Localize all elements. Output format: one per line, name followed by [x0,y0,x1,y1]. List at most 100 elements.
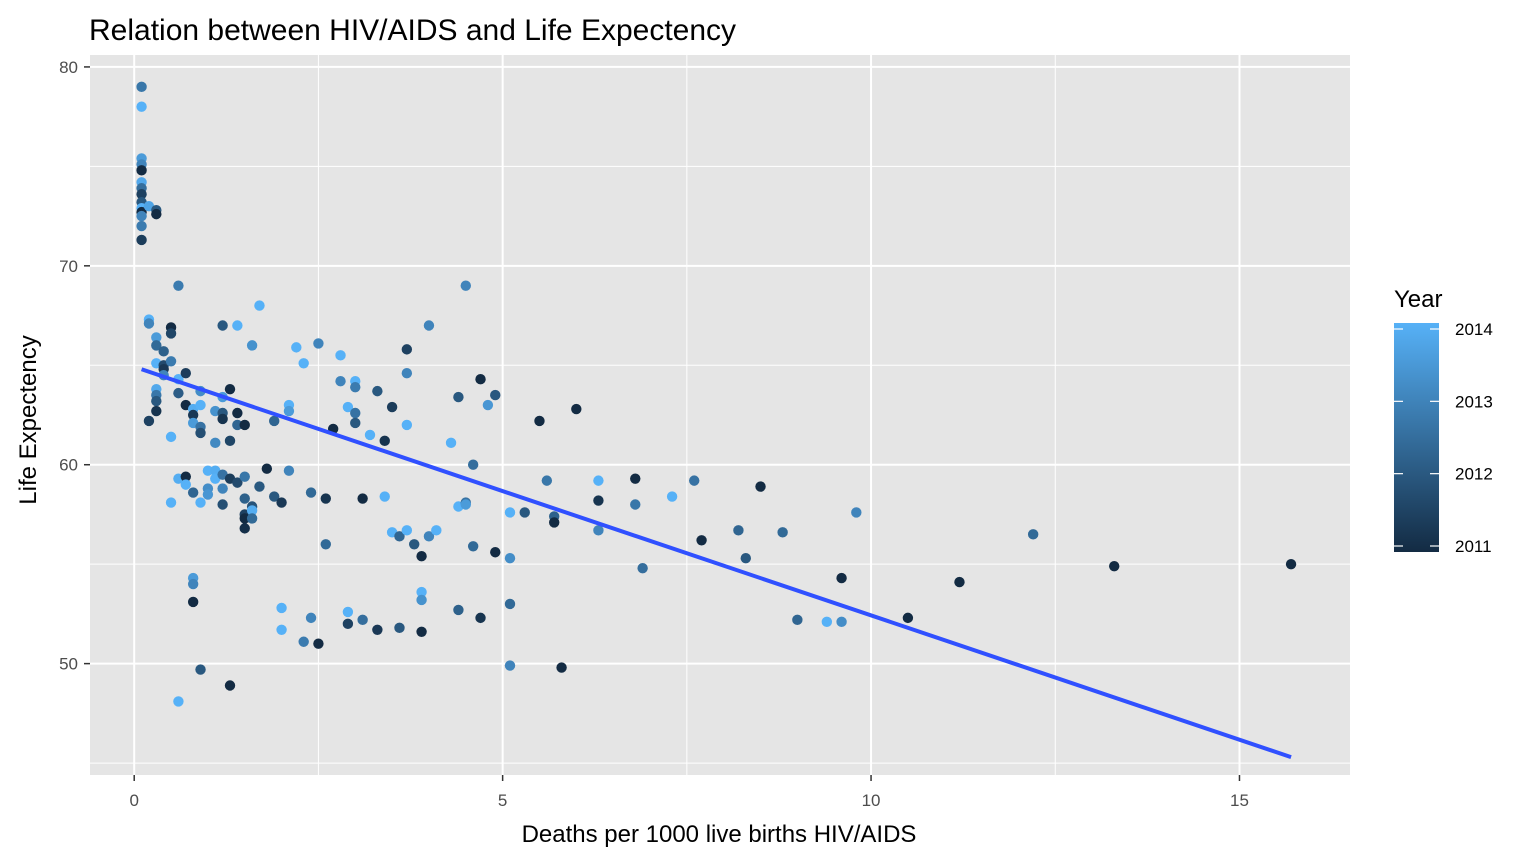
data-point [232,419,243,431]
data-point [792,614,803,626]
data-point [423,320,435,331]
x-axis: 0 5 10 15 [129,775,1249,810]
data-point [423,531,435,542]
data-point [696,535,707,546]
data-point [460,280,471,291]
data-point [173,696,184,707]
data-point [475,612,486,624]
data-point [630,499,641,510]
data-point [187,596,199,608]
y-axis: 50 60 70 80 [59,58,90,674]
legend-label: 2012 [1455,465,1493,484]
data-point [733,525,744,536]
legend-label: 2014 [1455,320,1493,339]
data-point [165,431,177,443]
data-point [1109,560,1120,572]
legend-colorbar [1394,323,1439,552]
data-point [836,572,847,584]
data-point [210,437,221,449]
data-point [777,527,788,538]
data-point [195,399,206,411]
data-point [379,435,390,447]
data-point [571,403,582,415]
data-point [291,342,302,353]
x-axis-title: Deaths per 1000 live births HIV/AIDS [522,821,917,848]
data-point [482,399,494,411]
data-point [217,320,228,331]
data-point [254,300,265,311]
data-point [364,429,376,441]
data-point [283,405,295,417]
data-point [165,497,177,508]
data-point [276,602,287,614]
data-point [335,350,346,361]
data-point [416,551,427,562]
data-point [394,531,405,542]
data-point [239,419,250,431]
data-point [158,346,169,357]
data-point [755,481,766,492]
data-point [902,612,914,624]
data-point [836,616,847,628]
y-tick-label: 50 [59,655,78,674]
data-point [401,419,413,431]
data-point [342,606,354,618]
data-point [386,401,398,413]
data-point [467,459,479,470]
data-point [151,405,162,417]
data-point [549,517,560,528]
data-point [151,395,162,407]
legend-label: 2013 [1455,392,1493,411]
data-point [851,507,862,518]
data-point [305,612,317,624]
y-axis-title: Life Expectency [15,335,42,504]
data-point [246,340,258,351]
data-point [195,664,206,675]
data-point [490,547,501,558]
data-point [504,598,516,610]
data-point [261,463,273,474]
data-point [335,375,346,387]
data-point [136,210,147,222]
data-point [350,417,361,429]
data-point [593,495,604,506]
data-point [232,320,243,331]
data-point [541,475,553,486]
data-point [490,389,501,401]
data-point [151,340,162,351]
y-tick-label: 80 [59,58,78,77]
data-point [460,499,471,510]
data-point [173,280,184,291]
data-point [1285,558,1297,570]
data-point [151,208,162,220]
data-point [180,368,191,379]
data-point [313,638,324,649]
data-point [232,407,243,419]
data-point [593,475,604,486]
data-point [202,465,214,476]
grid-lines [90,55,1350,775]
data-point [283,465,295,476]
data-point [143,415,155,427]
data-point [165,328,177,339]
data-point [151,332,162,343]
data-point [630,473,641,484]
data-point [401,344,413,355]
data-point [416,626,427,637]
data-point [504,553,516,564]
data-point [431,525,442,536]
data-point [224,435,236,447]
data-point [401,525,413,536]
data-point [357,614,368,626]
data-point [740,553,751,564]
data-point [136,220,147,232]
data-point [254,481,265,492]
data-point [313,338,324,349]
data-points [136,81,1297,707]
legend-label: 2011 [1455,537,1492,556]
data-point [276,624,287,636]
data-point [143,318,155,329]
data-point [379,491,390,502]
data-point [246,505,258,516]
data-point [475,373,486,385]
